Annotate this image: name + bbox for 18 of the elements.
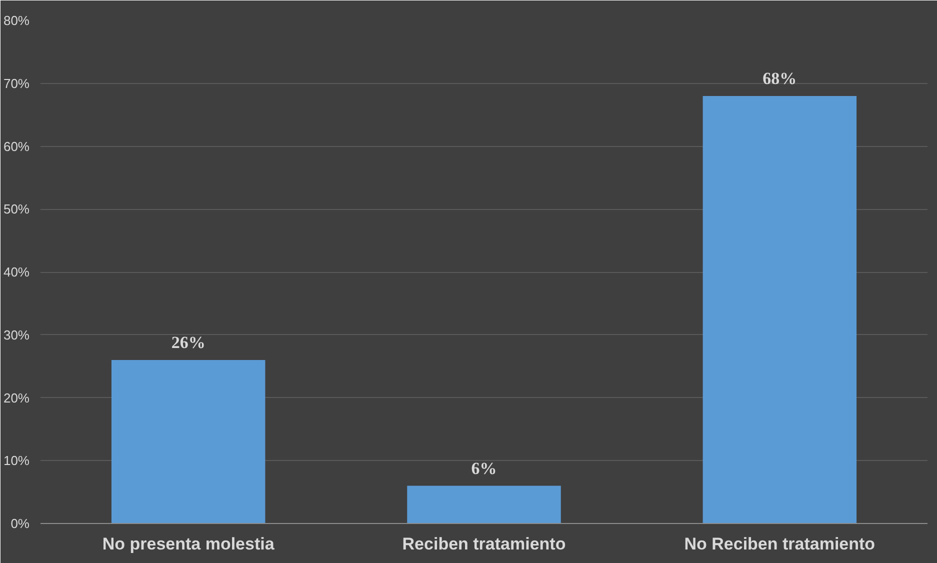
data-label: 26% (171, 333, 206, 352)
x-tick-label: Reciben tratamiento (402, 534, 566, 554)
y-tick-label: 50% (3, 202, 30, 217)
y-tick-label: 40% (3, 264, 30, 280)
x-tick-label: No presenta molestia (102, 534, 275, 554)
x-tick-label: No Reciben tratamiento (684, 534, 876, 554)
bar (407, 486, 561, 524)
bar (702, 96, 857, 524)
y-tick-label: 10% (3, 453, 30, 468)
y-tick-label: 30% (3, 327, 30, 342)
y-tick-label: 20% (3, 390, 30, 406)
data-label: 6% (471, 458, 497, 478)
bar (111, 360, 266, 524)
y-tick-label: 0% (10, 516, 30, 531)
y-tick-label: 80% (3, 13, 30, 28)
y-tick-label: 60% (3, 138, 30, 154)
y-tick-label: 70% (3, 76, 30, 91)
data-label: 68% (762, 68, 797, 88)
